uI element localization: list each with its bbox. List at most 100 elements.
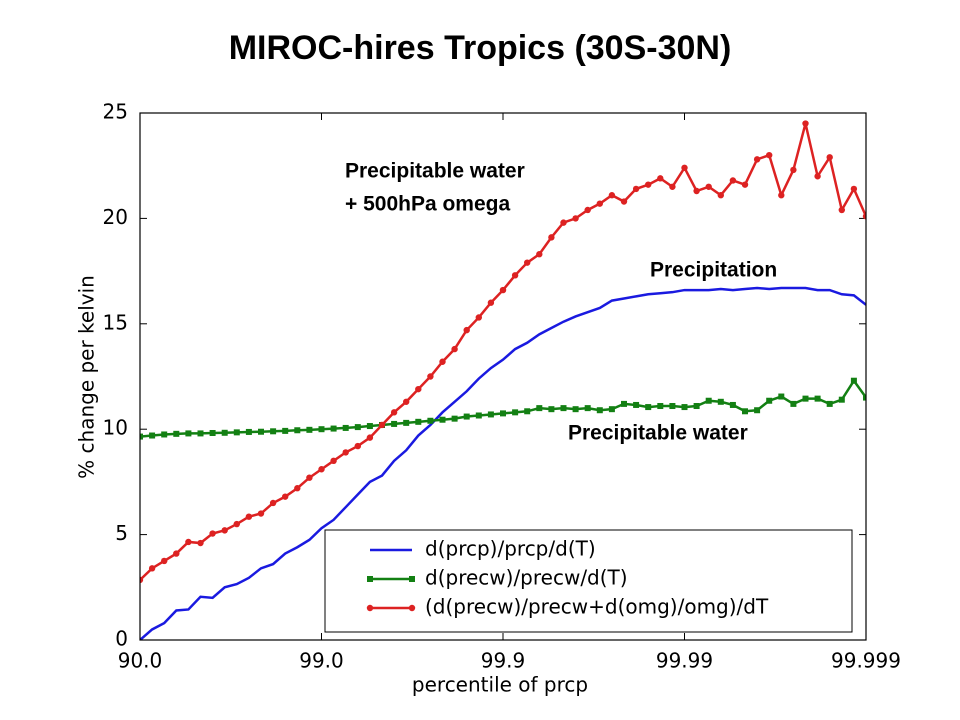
- marker: [778, 393, 785, 400]
- marker: [233, 429, 240, 436]
- marker: [439, 416, 446, 423]
- marker: [596, 200, 603, 207]
- marker: [439, 358, 446, 365]
- annotation: Precipitation: [650, 259, 777, 282]
- marker: [850, 185, 858, 193]
- marker: [500, 410, 506, 417]
- marker: [499, 286, 507, 294]
- marker: [681, 404, 688, 411]
- marker: [233, 520, 240, 528]
- marker: [245, 513, 253, 520]
- y-tick-label: 10: [103, 416, 128, 440]
- marker: [257, 510, 265, 517]
- marker: [862, 213, 866, 220]
- marker: [705, 183, 712, 190]
- marker: [306, 426, 313, 433]
- plot-series: [140, 120, 866, 640]
- marker: [729, 401, 736, 408]
- marker: [814, 395, 821, 402]
- x-tick-label: 99.0: [299, 649, 344, 673]
- marker: [185, 538, 192, 546]
- x-tick-label: 99.99: [656, 649, 713, 673]
- marker: [790, 166, 797, 174]
- marker: [766, 151, 773, 159]
- marker: [584, 405, 591, 412]
- marker: [850, 377, 857, 384]
- marker: [306, 474, 313, 481]
- marker: [415, 385, 422, 393]
- marker: [608, 192, 616, 199]
- marker: [560, 219, 567, 226]
- x-axis-label: percentile of prcp: [412, 673, 588, 697]
- marker: [148, 565, 156, 572]
- marker: [669, 183, 676, 190]
- marker: [717, 192, 724, 199]
- marker: [669, 403, 676, 410]
- marker: [427, 373, 434, 380]
- marker: [282, 427, 289, 434]
- marker: [802, 120, 809, 127]
- marker: [451, 415, 458, 422]
- marker: [487, 411, 494, 418]
- plot-frame: [139, 112, 867, 641]
- marker: [608, 406, 615, 413]
- marker: [318, 466, 325, 473]
- marker: [753, 156, 761, 163]
- marker: [802, 395, 809, 402]
- marker: [409, 576, 415, 582]
- marker: [209, 429, 216, 436]
- marker: [524, 408, 531, 415]
- marker: [548, 234, 555, 241]
- y-tick-label: 25: [103, 100, 128, 124]
- y-axis-label: % change per kelvin: [75, 275, 99, 479]
- series-line: [140, 286, 866, 640]
- marker: [632, 185, 640, 193]
- marker: [536, 405, 543, 412]
- marker: [863, 394, 866, 401]
- marker: [269, 499, 277, 507]
- marker: [221, 429, 228, 436]
- marker: [512, 409, 519, 416]
- marker: [378, 421, 386, 429]
- annotation: Precipitable water: [345, 160, 525, 183]
- marker: [826, 154, 833, 161]
- x-tick-label: 90.0: [118, 649, 163, 673]
- marker: [318, 426, 325, 433]
- marker: [814, 173, 821, 180]
- marker: [681, 164, 688, 172]
- marker: [560, 405, 567, 412]
- marker: [330, 425, 337, 432]
- marker: [408, 604, 416, 612]
- y-tick-label: 5: [115, 521, 128, 545]
- marker: [161, 431, 168, 438]
- marker: [524, 259, 531, 266]
- marker: [463, 413, 470, 420]
- marker: [475, 412, 482, 419]
- marker: [451, 345, 458, 353]
- marker: [511, 272, 519, 279]
- marker: [258, 428, 264, 435]
- marker: [354, 442, 361, 450]
- marker: [657, 403, 664, 410]
- marker: [572, 215, 579, 222]
- marker: [620, 198, 628, 205]
- marker: [693, 187, 700, 195]
- legend-label: d(prcp)/prcp/d(T): [425, 537, 596, 561]
- legend-label: (d(precw)/precw+d(omg)/omg)/dT: [425, 595, 769, 619]
- y-tick-label: 0: [115, 627, 128, 651]
- marker: [342, 449, 349, 456]
- marker: [197, 430, 204, 437]
- marker: [463, 326, 470, 334]
- marker: [693, 403, 700, 410]
- marker: [149, 432, 156, 439]
- marker: [584, 206, 591, 214]
- marker: [367, 576, 373, 582]
- marker: [209, 530, 216, 537]
- marker: [330, 457, 337, 465]
- marker: [391, 420, 398, 427]
- marker: [173, 430, 180, 437]
- x-tick-label: 99.999: [831, 649, 901, 673]
- marker: [621, 400, 627, 407]
- annotation: + 500hPa omega: [345, 193, 510, 216]
